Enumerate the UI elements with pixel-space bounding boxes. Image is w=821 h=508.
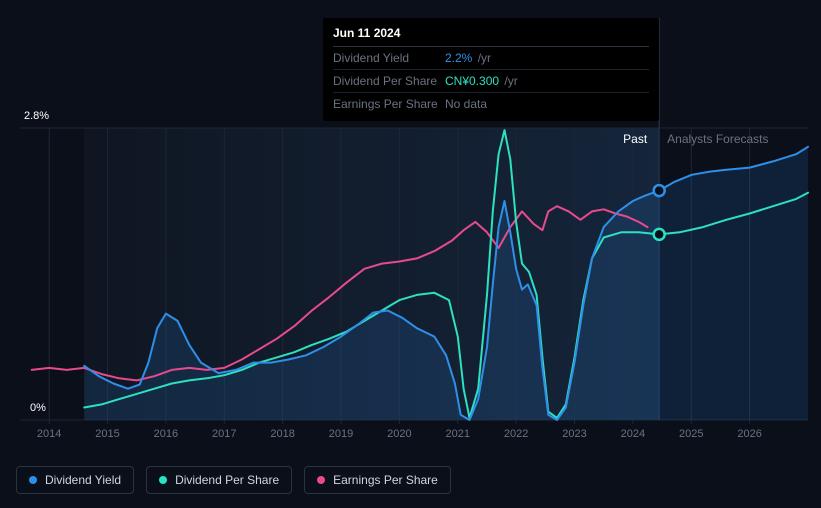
x-tick-label: 2020	[387, 428, 411, 440]
x-tick-label: 2026	[737, 428, 761, 440]
chart-legend: Dividend Yield Dividend Per Share Earnings…	[16, 466, 451, 494]
x-tick-label: 2024	[621, 428, 645, 440]
x-tick-label: 2019	[329, 428, 353, 440]
x-tick-label: 2016	[154, 428, 178, 440]
tooltip-value: CN¥0.300 /yr	[445, 74, 518, 88]
chart-tooltip: Jun 11 2024 Dividend Yield2.2% /yrDivide…	[323, 18, 659, 121]
legend-label: Dividend Per Share	[175, 473, 279, 487]
x-tick-label: 2022	[504, 428, 528, 440]
dividend-chart: 2.8% 0% Past Analysts Forecasts 2014 2015…	[0, 0, 821, 508]
x-tick-label: 2014	[37, 428, 61, 440]
past-label: Past	[623, 132, 647, 146]
x-tick-label: 2015	[95, 428, 119, 440]
tooltip-value: No data	[445, 97, 487, 111]
y-axis-max-label: 2.8%	[24, 110, 49, 122]
forecast-label: Analysts Forecasts	[667, 132, 768, 146]
tooltip-row: Earnings Per ShareNo data	[333, 93, 649, 115]
tooltip-value: 2.2% /yr	[445, 51, 491, 65]
tooltip-key: Dividend Per Share	[333, 74, 445, 88]
legend-dot-icon	[29, 476, 37, 484]
tooltip-date: Jun 11 2024	[333, 26, 649, 47]
legend-item[interactable]: Dividend Yield	[16, 466, 134, 494]
legend-dot-icon	[159, 476, 167, 484]
tooltip-key: Earnings Per Share	[333, 97, 445, 111]
tooltip-row: Dividend Yield2.2% /yr	[333, 47, 649, 70]
x-tick-label: 2023	[562, 428, 586, 440]
x-tick-label: 2025	[679, 428, 703, 440]
y-axis-min-label: 0%	[30, 402, 46, 414]
legend-item[interactable]: Dividend Per Share	[146, 466, 292, 494]
tooltip-key: Dividend Yield	[333, 51, 445, 65]
legend-dot-icon	[317, 476, 325, 484]
legend-item[interactable]: Earnings Per Share	[304, 466, 451, 494]
legend-label: Earnings Per Share	[333, 473, 438, 487]
tooltip-row: Dividend Per ShareCN¥0.300 /yr	[333, 70, 649, 93]
x-tick-label: 2018	[270, 428, 294, 440]
x-tick-label: 2021	[446, 428, 470, 440]
legend-label: Dividend Yield	[45, 473, 121, 487]
x-tick-label: 2017	[212, 428, 236, 440]
